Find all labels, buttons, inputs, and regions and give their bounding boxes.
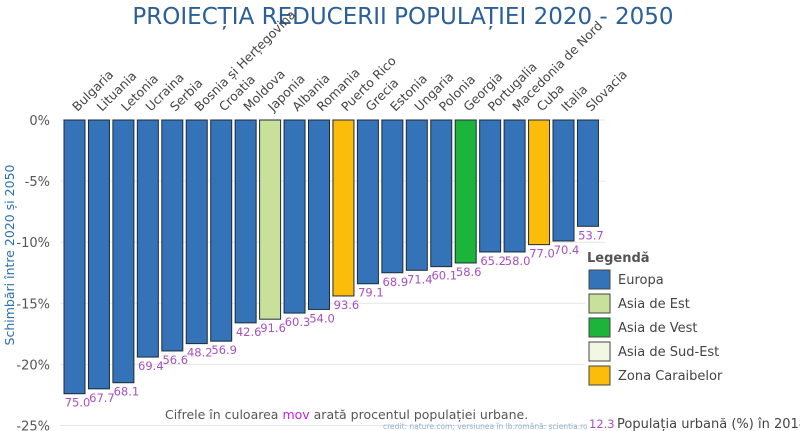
bar <box>234 119 257 324</box>
urban-label: 56.6 <box>162 353 188 367</box>
x-tick-label: Slovacia <box>582 67 629 114</box>
y-tick-label: -10% <box>16 236 50 251</box>
bar <box>454 119 477 264</box>
urban-label: 58.0 <box>505 254 531 268</box>
urban-label: 60.3 <box>285 315 311 329</box>
legend-item-label: Asia de Est <box>618 297 690 312</box>
urban-label: 54.0 <box>309 311 335 325</box>
urban-label: 91.6 <box>260 321 286 335</box>
bar <box>528 119 551 246</box>
note-highlight: mov <box>282 407 310 422</box>
bar <box>405 119 428 271</box>
y-tick-label: 0% <box>29 114 50 129</box>
bar <box>308 119 330 310</box>
note-part-1: Cifrele în culoarea <box>165 407 282 422</box>
urban-label: 48.2 <box>187 346 213 360</box>
bar <box>112 119 135 384</box>
legend-swatch <box>588 293 611 314</box>
y-tick-label: -5% <box>25 175 50 190</box>
urban-label: 42.6 <box>236 325 262 339</box>
urban-label: 65.2 <box>480 254 506 268</box>
urban-label: 71.4 <box>407 272 433 286</box>
legend-urban-sample: 12.3 <box>589 417 615 431</box>
note-part-2: arată procentul populației urbane. <box>310 407 529 422</box>
urban-label: 75.0 <box>65 396 91 410</box>
urban-label: 58.6 <box>456 265 482 279</box>
legend-title: Legendă <box>587 251 650 266</box>
urban-label: 93.6 <box>334 298 360 312</box>
urban-label: 56.9 <box>211 343 237 357</box>
urban-label: 60.1 <box>431 269 457 283</box>
legend-urban-text: Populația urbană (%) în 2018 <box>617 417 800 431</box>
bar <box>185 119 208 345</box>
legend-swatch <box>588 341 611 362</box>
chart-title: PROIECȚIA REDUCERII POPULAȚIEI 2020 - 20… <box>132 4 673 30</box>
legend-item-label: Zona Caraibelor <box>618 369 723 384</box>
bar <box>479 119 502 253</box>
bar <box>503 119 526 253</box>
urban-label: 68.9 <box>383 275 409 289</box>
bar <box>210 119 233 342</box>
bar <box>87 119 110 390</box>
legend-item-label: Europa <box>618 273 664 288</box>
bar <box>161 119 184 352</box>
urban-label: 79.1 <box>358 286 384 300</box>
legend-swatch <box>588 269 611 290</box>
urban-label: 70.4 <box>554 243 580 257</box>
legend-item-label: Asia de Sud-Est <box>618 345 719 360</box>
chart-note: Cifrele în culoarea mov arată procentul … <box>165 407 528 422</box>
bar <box>332 119 355 297</box>
urban-label: 67.7 <box>89 391 115 405</box>
y-tick-label: -15% <box>16 297 50 312</box>
urban-label: 69.4 <box>138 359 164 373</box>
legend: Legendă Europa Asia de Est Asia de Vest Asi… <box>587 251 800 431</box>
bar <box>283 119 306 314</box>
urban-label: 68.1 <box>114 385 140 399</box>
bar <box>259 119 282 320</box>
bar <box>381 119 404 274</box>
x-tick-label: Italia <box>558 82 590 114</box>
y-axis-label: Schimbări între 2020 și 2050 <box>2 164 17 345</box>
bar <box>356 119 379 285</box>
bar <box>63 119 86 395</box>
legend-item-label: Asia de Vest <box>618 321 698 336</box>
legend-swatch <box>588 317 611 338</box>
y-tick-label: -25% <box>16 420 50 431</box>
urban-label: 53.7 <box>578 228 604 242</box>
bar <box>136 119 159 358</box>
y-tick-label: -20% <box>16 358 50 373</box>
bar <box>552 119 575 242</box>
urban-label: 77.0 <box>529 247 555 261</box>
bar <box>430 119 453 268</box>
bar <box>576 119 599 227</box>
legend-swatch <box>588 365 611 386</box>
credit: credit: nature.com; versiunea în lb.româ… <box>383 422 588 431</box>
